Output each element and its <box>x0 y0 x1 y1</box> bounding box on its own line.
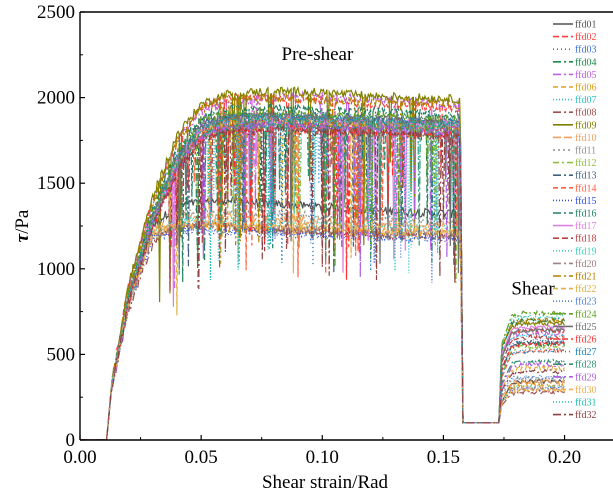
x-tick-label: 0.00 <box>63 447 96 468</box>
legend-label: ffd03 <box>575 45 596 56</box>
legend-label: ffd29 <box>575 372 596 383</box>
legend-label: ffd07 <box>575 95 596 106</box>
x-axis-title: Shear strain/Rad <box>262 472 389 493</box>
legend-label: ffd12 <box>575 158 596 169</box>
legend-label: ffd09 <box>575 120 596 131</box>
series-line-ffd32 <box>80 124 565 440</box>
legend-label: ffd27 <box>575 347 596 358</box>
series-line-ffd13 <box>80 109 566 440</box>
series-line-ffd25 <box>80 111 565 440</box>
series-line-ffd26 <box>80 122 565 440</box>
series-line-ffd07 <box>80 111 566 440</box>
legend-label: ffd25 <box>575 322 596 333</box>
x-tick-label: 0.15 <box>427 447 460 468</box>
legend-label: ffd10 <box>575 133 596 144</box>
annotation-label: Pre-shear <box>282 44 354 65</box>
series-line-ffd08 <box>80 219 565 440</box>
legend-label: ffd16 <box>575 209 596 220</box>
legend-label: ffd05 <box>575 70 596 81</box>
legend-label: ffd04 <box>575 57 596 68</box>
y-tick-label: 2000 <box>37 88 75 109</box>
x-tick-label: 0.20 <box>548 447 581 468</box>
y-axis-title: τ/Pa <box>12 209 33 242</box>
y-tick-label: 0 <box>66 430 76 451</box>
legend-label: ffd15 <box>575 196 596 207</box>
annotations: Pre-shear Shear <box>282 44 556 300</box>
x-tick-label: 0.10 <box>306 447 339 468</box>
y-tick-label: 1000 <box>37 259 75 280</box>
legend-label: ffd20 <box>575 259 596 270</box>
series-layer <box>80 86 566 440</box>
legend-label: ffd32 <box>575 410 596 421</box>
y-axis-unit: /Pa <box>12 209 33 234</box>
series-line-ffd03 <box>80 109 566 440</box>
y-tick-label: 2500 <box>37 2 75 23</box>
series-line-ffd21 <box>80 92 565 440</box>
legend-label: ffd22 <box>575 284 596 295</box>
series-line-ffd27 <box>80 110 565 440</box>
legend-label: ffd14 <box>575 183 596 194</box>
legend-label: ffd23 <box>575 297 596 308</box>
legend-label: ffd19 <box>575 246 596 257</box>
legend-label: ffd28 <box>575 360 596 371</box>
annotation-label: Shear <box>511 278 555 299</box>
legend-label: ffd08 <box>575 108 596 119</box>
y-tick-label: 1500 <box>37 173 75 194</box>
legend-label: ffd13 <box>575 171 596 182</box>
legend-label: ffd02 <box>575 32 596 43</box>
legend-label: ffd21 <box>575 272 596 283</box>
legend-label: ffd31 <box>575 398 596 409</box>
legend-label: ffd30 <box>575 385 596 396</box>
legend-label: ffd18 <box>575 234 596 245</box>
legend-label: ffd06 <box>575 83 596 94</box>
legend-label: ffd01 <box>575 20 596 31</box>
legend-label: ffd26 <box>575 335 596 346</box>
series-line-ffd18 <box>80 117 565 440</box>
legend-label: ffd24 <box>575 309 596 320</box>
y-axis-symbol: τ <box>12 233 33 242</box>
legend-label: ffd11 <box>575 146 596 157</box>
tick-labels: 0.00 0.05 0.10 0.15 0.20 0 500 1000 1500 2000 2500 <box>37 2 581 468</box>
x-tick-label: 0.05 <box>185 447 218 468</box>
legend-label: ffd17 <box>575 221 596 232</box>
y-tick-label: 500 <box>47 344 76 365</box>
